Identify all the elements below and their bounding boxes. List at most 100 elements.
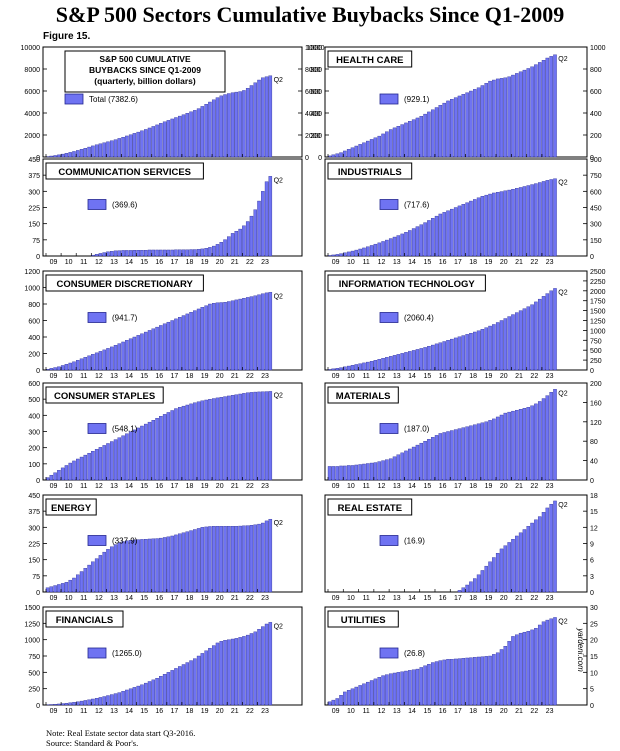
y-tick-label: 75 (32, 238, 40, 245)
bar (385, 357, 389, 371)
bar (242, 225, 246, 257)
bar (94, 254, 99, 257)
bar (346, 251, 351, 257)
bar (261, 77, 265, 158)
bar (339, 465, 343, 481)
bar (549, 503, 553, 593)
x-tick-label: 19 (201, 483, 209, 490)
bar (53, 704, 57, 706)
bar (166, 249, 171, 257)
x-tick-label: 21 (231, 595, 239, 602)
chart-title: HEALTH CARE (336, 55, 403, 66)
y-tick-label: 0 (36, 703, 40, 710)
bar (79, 358, 84, 371)
chart-title: UTILITIES (341, 615, 386, 626)
y-tick-label: 1000 (590, 45, 606, 52)
bar (94, 352, 99, 371)
legend-swatch (379, 199, 399, 210)
bar (522, 69, 527, 158)
x-tick-label: 20 (500, 595, 508, 602)
bar (211, 99, 216, 158)
bar (98, 697, 103, 706)
bar (484, 565, 488, 593)
end-label: Q2 (558, 502, 567, 509)
title-box (327, 274, 486, 292)
bar (211, 398, 216, 481)
y-tick-label: 0 (590, 590, 594, 597)
bar (155, 538, 159, 593)
end-label: Q2 (274, 392, 283, 399)
bar (327, 701, 332, 706)
bar (234, 394, 239, 481)
x-tick-label: 09 (332, 259, 340, 266)
x-tick-label: 14 (125, 483, 133, 490)
bar (219, 397, 223, 481)
bar (98, 253, 103, 257)
x-tick-label: 11 (80, 708, 87, 715)
bar (98, 447, 103, 481)
bar (423, 441, 427, 481)
x-tick-label: 13 (110, 483, 118, 490)
y-tick-label: 80 (590, 439, 598, 446)
bar (125, 135, 129, 158)
x-tick-label: 22 (246, 708, 254, 715)
bar (492, 654, 496, 706)
bar (492, 192, 496, 257)
bar (369, 361, 374, 371)
bar (68, 152, 72, 158)
x-tick-label: 21 (515, 259, 523, 266)
bar (121, 541, 125, 593)
bar (230, 526, 235, 593)
chart-title: MATERIALS (336, 391, 391, 402)
bar (396, 454, 401, 481)
end-label: Q2 (274, 77, 283, 84)
bar (238, 228, 242, 257)
x-tick-label: 23 (546, 708, 554, 715)
bar (381, 675, 385, 706)
x-tick-label: 14 (125, 259, 133, 266)
x-tick-label: 09 (50, 373, 58, 380)
bar (469, 200, 473, 257)
bar (488, 655, 492, 706)
bar (181, 315, 186, 371)
title-box (45, 498, 97, 516)
bar (495, 416, 500, 481)
y-tick-label: 500 (28, 670, 40, 677)
bar (57, 366, 61, 371)
bar (136, 131, 140, 158)
bar (121, 691, 125, 706)
bar (159, 416, 163, 481)
bar (476, 330, 481, 371)
bar (362, 463, 366, 481)
bar (343, 252, 347, 257)
bar (354, 364, 359, 371)
bar (189, 530, 193, 593)
bar (68, 362, 72, 371)
x-tick-label: 20 (500, 483, 508, 490)
title-box (327, 162, 413, 180)
y-tick-label: 2000 (305, 133, 321, 140)
bar (408, 351, 412, 371)
bar (423, 347, 427, 371)
bar (499, 320, 504, 371)
bar (102, 445, 106, 481)
x-tick-label: 22 (246, 373, 254, 380)
bar (87, 355, 91, 371)
bar (331, 699, 336, 706)
y-tick-label: 0 (590, 155, 594, 162)
bar (465, 202, 469, 257)
bar (473, 578, 477, 593)
x-tick-label: 14 (408, 708, 416, 715)
bar (495, 322, 500, 371)
y-tick-label: 200 (28, 446, 40, 453)
x-tick-label: 14 (408, 595, 416, 602)
bar (253, 295, 257, 371)
bar (151, 126, 156, 158)
x-tick-label: 10 (65, 373, 73, 380)
bar (136, 335, 140, 371)
y-tick-label: 1750 (590, 299, 606, 306)
bar (492, 79, 496, 158)
bar (117, 437, 122, 481)
bar (185, 662, 189, 706)
y-tick-label: 12 (590, 525, 598, 532)
